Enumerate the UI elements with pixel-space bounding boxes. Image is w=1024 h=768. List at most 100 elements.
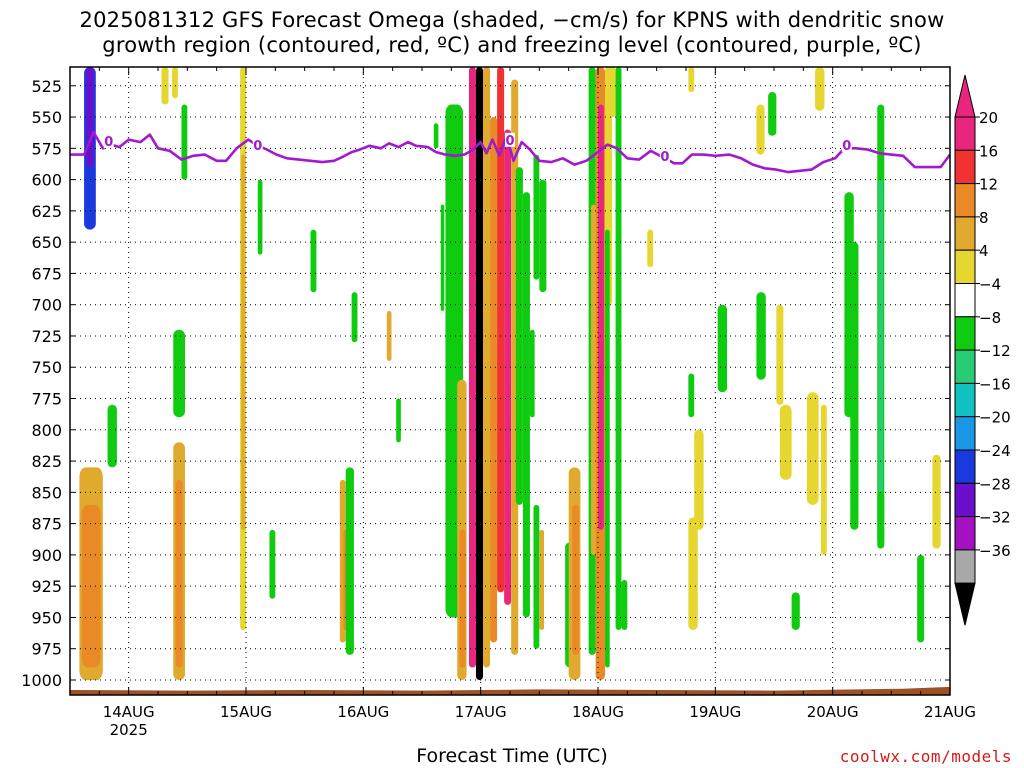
omega-cell bbox=[815, 67, 825, 111]
colorbar-label: −32 bbox=[979, 509, 1011, 527]
omega-cell bbox=[475, 67, 484, 680]
omega-cell bbox=[351, 292, 358, 343]
x-axis-label: Forecast Time (UTC) bbox=[416, 745, 608, 767]
omega-cell bbox=[806, 392, 819, 505]
y-tick-label: 875 bbox=[31, 515, 62, 534]
colorbar-bin bbox=[954, 216, 976, 251]
omega-cell bbox=[756, 292, 766, 380]
omega-cell bbox=[609, 67, 616, 118]
y-tick-label: 600 bbox=[31, 171, 62, 190]
y-tick-label: 625 bbox=[31, 202, 62, 221]
omega-cell bbox=[172, 67, 178, 99]
colorbar-label: −24 bbox=[979, 442, 1011, 460]
omega-cell bbox=[468, 67, 476, 668]
omega-cell bbox=[515, 167, 523, 505]
x-tick-sublabel: 2025 bbox=[110, 721, 148, 739]
y-tick-label: 675 bbox=[31, 264, 62, 283]
omega-cell bbox=[605, 229, 610, 668]
omega-cell bbox=[647, 229, 654, 268]
omega-cell bbox=[269, 529, 276, 599]
x-tick-label: 21AUG bbox=[924, 703, 976, 721]
omega-cell bbox=[81, 504, 101, 668]
ground-fill bbox=[70, 686, 950, 695]
y-tick-label: 825 bbox=[31, 452, 62, 471]
omega-cell bbox=[173, 329, 185, 418]
omega-cell bbox=[345, 467, 354, 655]
colorbar-bin bbox=[954, 549, 976, 584]
colorbar-bin bbox=[954, 183, 976, 218]
credit-link[interactable]: coolwx.com/models bbox=[839, 747, 1012, 766]
omega-cell bbox=[776, 304, 784, 405]
colorbar-bin bbox=[954, 283, 976, 318]
ground-surface bbox=[70, 686, 950, 695]
colorbar-bin bbox=[954, 516, 976, 551]
omega-cell bbox=[820, 404, 827, 555]
omega-cell bbox=[621, 579, 628, 630]
omega-cell bbox=[504, 129, 512, 605]
colorbar-bin bbox=[954, 349, 976, 384]
omega-cell bbox=[107, 404, 117, 468]
y-tick-label: 650 bbox=[31, 233, 62, 252]
colorbar: 20 16 12 8 4 −4 −8 −12 −16 −20 −24 −28 −32 −36 bbox=[954, 74, 1011, 626]
omega-cell bbox=[572, 504, 580, 655]
omega-cell bbox=[850, 242, 859, 530]
colorbar-bin bbox=[954, 416, 976, 451]
y-tick-label: 800 bbox=[31, 421, 62, 440]
contour-label: 0 bbox=[104, 135, 113, 150]
omega-cell bbox=[932, 454, 941, 549]
omega-cell bbox=[459, 529, 466, 668]
colorbar-label: −8 bbox=[979, 309, 1001, 327]
colorbar-label: −12 bbox=[979, 342, 1011, 360]
y-tick-label: 925 bbox=[31, 577, 62, 596]
omega-cell bbox=[598, 179, 604, 380]
colorbar-label: −16 bbox=[979, 375, 1011, 393]
omega-cell bbox=[433, 123, 439, 149]
omega-cell bbox=[257, 179, 263, 255]
omega-cell bbox=[86, 67, 94, 168]
omega-cell bbox=[615, 67, 622, 630]
y-tick-label: 950 bbox=[31, 608, 62, 627]
colorbar-bin bbox=[954, 116, 976, 151]
x-tick-label: 19AUG bbox=[689, 703, 741, 721]
colorbar-bin bbox=[954, 316, 976, 351]
omega-cell bbox=[590, 204, 596, 555]
colorbar-label: −20 bbox=[979, 409, 1011, 427]
y-tick-label: 575 bbox=[31, 139, 62, 158]
contour-label-bg bbox=[252, 137, 263, 152]
contour-label-bg bbox=[841, 137, 852, 152]
omega-cell bbox=[917, 554, 925, 643]
y-tick-label: 900 bbox=[31, 546, 62, 565]
omega-cell bbox=[768, 92, 777, 136]
omega-cell bbox=[490, 117, 498, 643]
x-tick-label: 17AUG bbox=[455, 703, 507, 721]
contour-label-bg bbox=[505, 132, 515, 147]
y-tick-label: 1000 bbox=[21, 671, 62, 690]
contour-label-bg bbox=[659, 149, 670, 164]
colorbar-label: 4 bbox=[979, 242, 989, 260]
omega-cell bbox=[756, 104, 765, 155]
y-tick-label: 850 bbox=[31, 483, 62, 502]
x-tick-label: 16AUG bbox=[337, 703, 389, 721]
omega-cell bbox=[386, 310, 392, 361]
omega-cell bbox=[877, 492, 885, 549]
omega-cell bbox=[539, 529, 545, 630]
contour-label: 0 bbox=[842, 139, 851, 154]
omega-cell bbox=[688, 373, 695, 418]
y-tick-label: 975 bbox=[31, 640, 62, 659]
omega-cell bbox=[533, 504, 540, 649]
x-tick-label: 14AUG bbox=[103, 703, 155, 721]
colorbar-overflow-high bbox=[954, 74, 976, 118]
omega-cell bbox=[175, 479, 183, 668]
y-tick-label: 525 bbox=[31, 77, 62, 96]
omega-cell bbox=[717, 304, 728, 393]
colorbar-label: −4 bbox=[979, 276, 1001, 294]
y-tick-label: 750 bbox=[31, 358, 62, 377]
contour-label-bg bbox=[103, 134, 114, 149]
colorbar-overflow-low bbox=[954, 582, 976, 626]
chart-title-line-2: growth region (contoured, red, ºC) and f… bbox=[102, 33, 922, 57]
colorbar-label: 20 bbox=[979, 109, 998, 127]
y-tick-label: 725 bbox=[31, 327, 62, 346]
colorbar-bin bbox=[954, 249, 976, 284]
colorbar-label: 16 bbox=[979, 142, 998, 160]
